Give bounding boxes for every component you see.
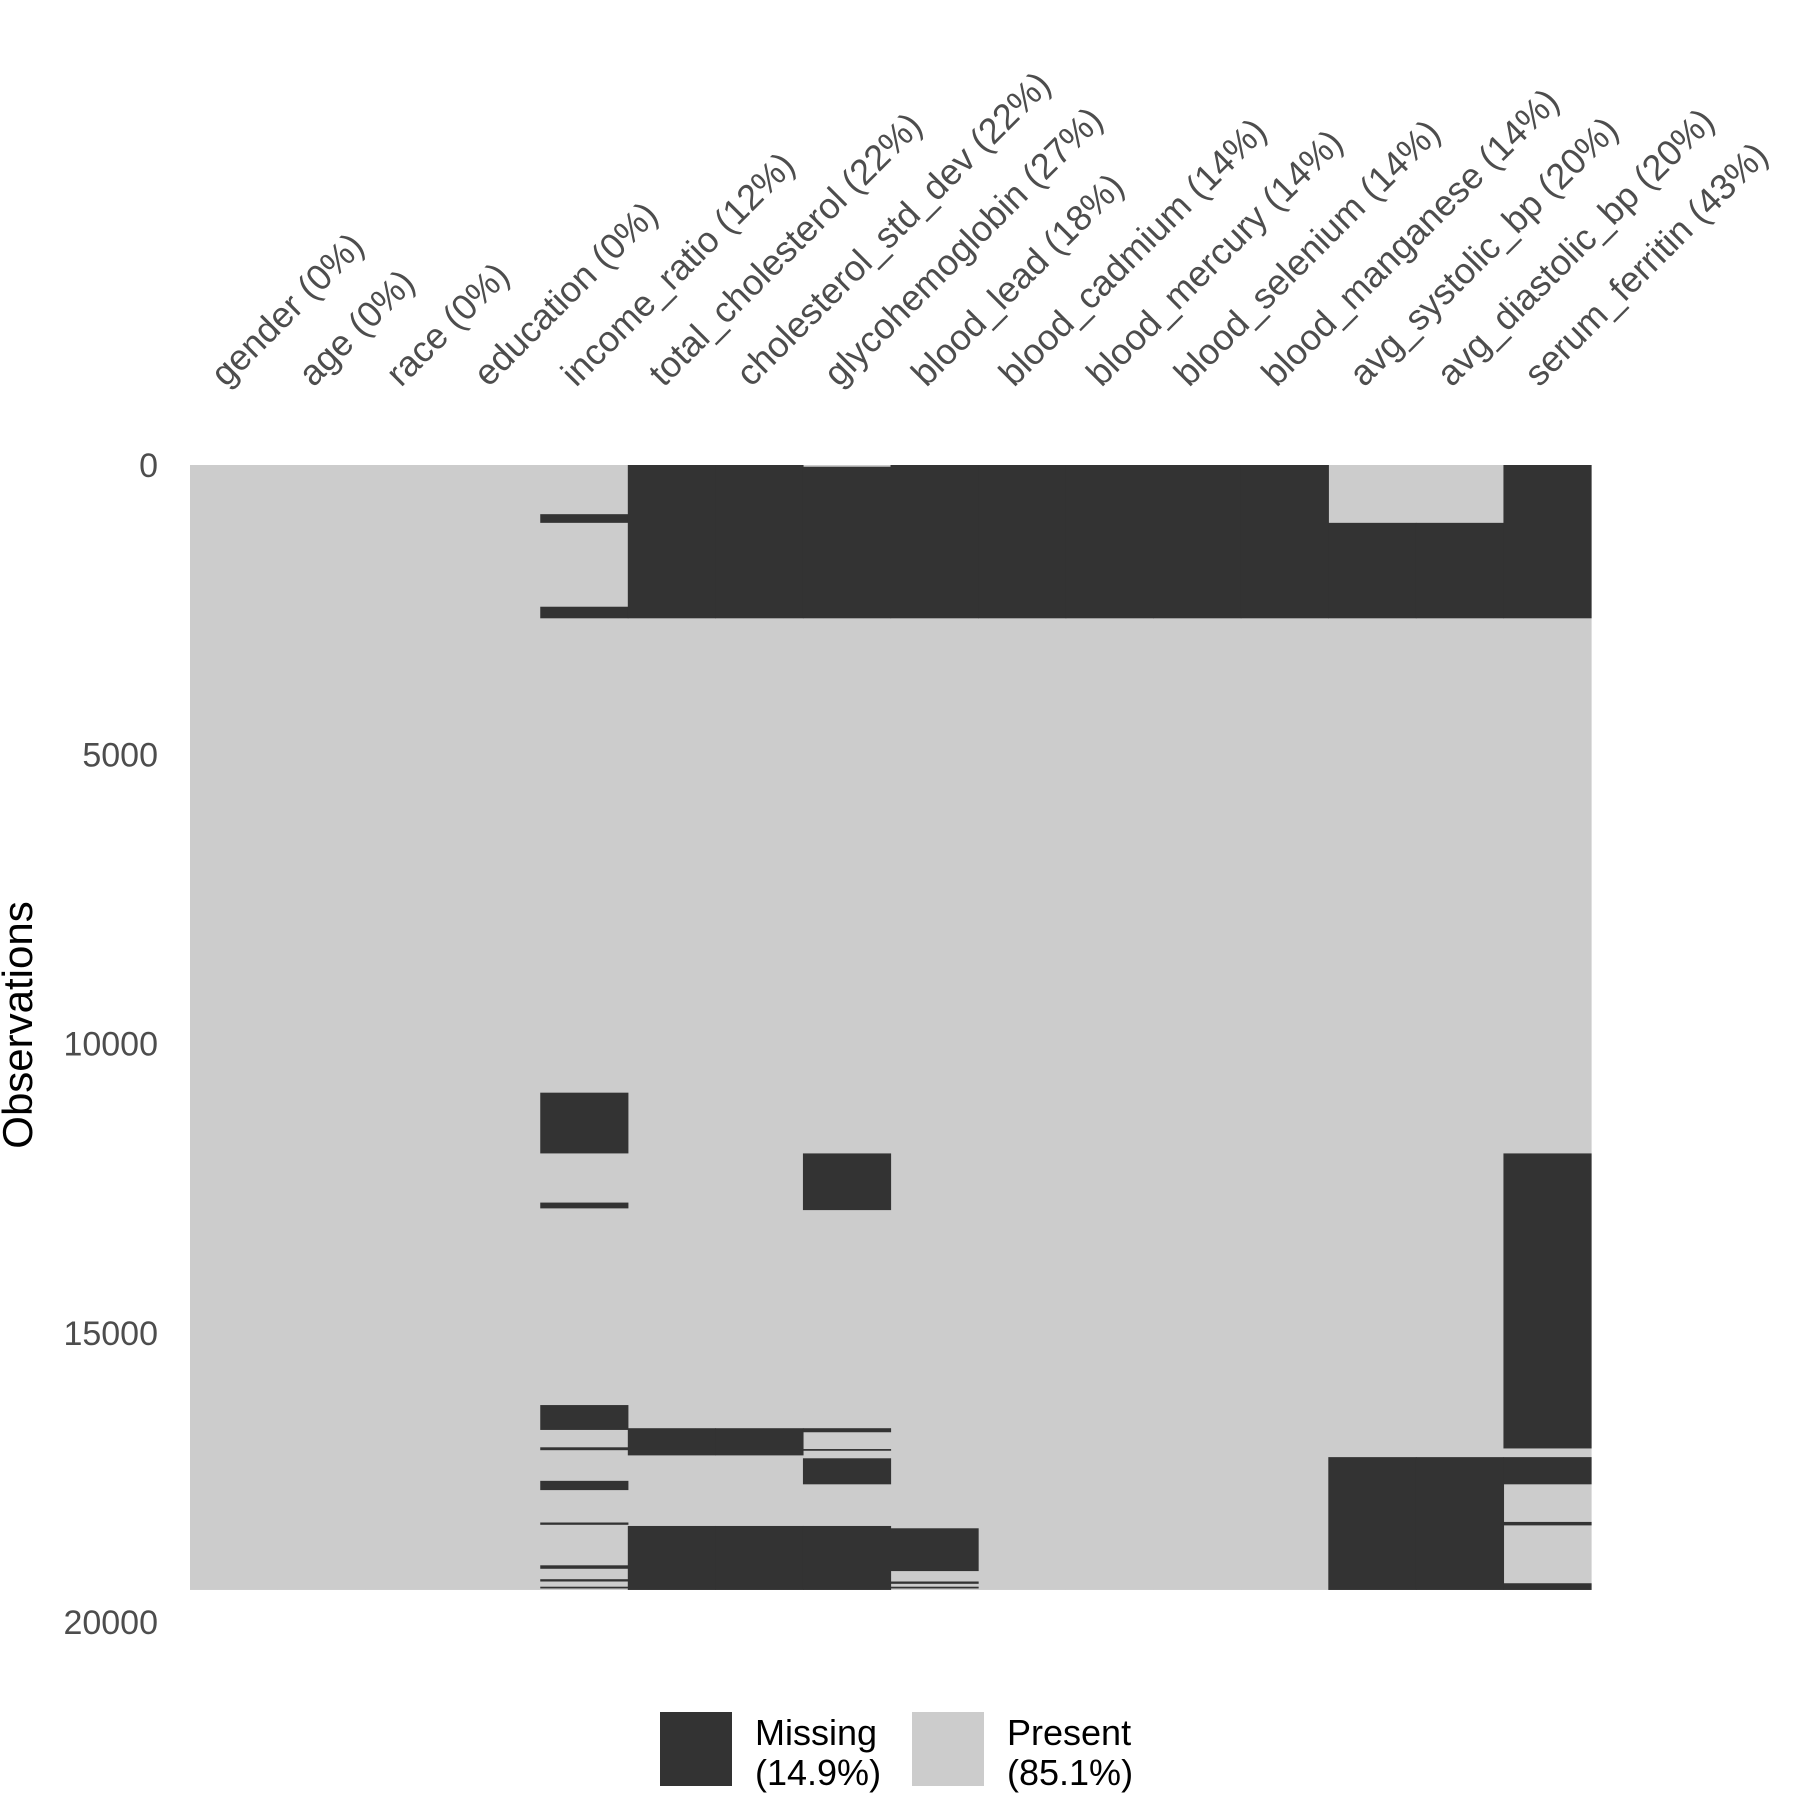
y-axis: 0 5000 10000 15000 20000 [63,447,158,1642]
missing-block [890,1528,979,1572]
missing-block [1503,465,1592,619]
missing-block [802,1153,892,1211]
missing-block [540,1447,629,1451]
column-avg-diastolic-bp [1415,465,1505,1590]
column-blood-cadmium [978,465,1067,1590]
column-cholesterol-std-dev [715,465,804,1590]
column-blood-mercury [1065,465,1154,1590]
y-tick-label: 15000 [63,1315,158,1353]
legend-pct-present: (85.1%) [1007,1752,1133,1793]
column-total-cholesterol [627,465,716,1590]
plot-area [190,465,1592,1590]
legend: Missing(14.9%) Present(85.1%) [660,1712,1133,1793]
missing-block [1240,465,1329,619]
missing-block [715,465,804,619]
column-income-ratio [540,465,629,1590]
missing-block [1065,465,1154,619]
missing-block [1415,522,1505,619]
column-glycohemoglobin [802,465,892,1590]
column-blood-selenium [1153,465,1242,1590]
missing-block [1503,1457,1592,1485]
y-tick-label: 20000 [63,1604,158,1642]
missing-block [890,1586,979,1589]
y-tick-label: 5000 [82,736,158,774]
missing-block [540,1586,629,1589]
column-race [365,465,454,1590]
missing-block [890,465,979,619]
missing-block [627,1428,716,1456]
missing-block [540,1092,629,1154]
y-axis-title: Observations [0,901,41,1148]
missing-block [802,1458,892,1485]
missing-block [1328,1457,1417,1590]
missing-block [1503,1521,1592,1526]
missing-block [540,1202,629,1209]
column-age [277,465,366,1590]
missing-block [1503,1583,1592,1590]
missing-block [802,466,892,619]
y-tick-label: 0 [139,447,158,485]
missing-block [540,1480,629,1491]
missing-block [540,606,629,619]
missing-block [540,514,629,523]
missing-block [1503,1153,1592,1449]
missing-block [540,1522,629,1525]
legend-swatch-missing [660,1712,732,1786]
missing-block [540,1565,629,1569]
legend-label-missing: Missing [755,1712,877,1753]
legend-pct-missing: (14.9%) [755,1752,881,1793]
missing-block [715,1525,804,1590]
missing-block [1153,465,1242,619]
column-avg-systolic-bp [1328,465,1417,1590]
missing-block [802,1428,892,1433]
missing-block [540,1579,629,1582]
missing-block [627,1525,716,1590]
missing-block [978,465,1067,619]
missing-block [1328,522,1417,619]
column-blood-lead [890,465,979,1590]
y-tick-label: 10000 [63,1026,158,1064]
missing-block [890,1581,979,1584]
missing-block [802,1449,892,1451]
missing-block [802,1525,892,1590]
column-education [452,465,541,1590]
missing-block [540,1405,629,1430]
missing-block [715,1428,804,1456]
column-blood-manganese [1240,465,1329,1590]
legend-label-present: Present [1007,1712,1131,1753]
legend-swatch-present [912,1712,984,1786]
column-gender [190,465,279,1590]
missing-block [627,465,716,619]
column-labels: gender (0%)age (0%)race (0%)education (0… [202,63,1775,393]
missing-block [1415,1457,1505,1590]
